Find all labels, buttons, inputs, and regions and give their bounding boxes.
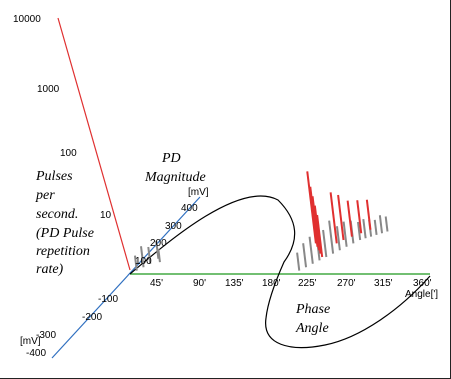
y-unit-bottom: [mV] — [20, 336, 41, 347]
y-axis-label-line-2: Magnitude — [144, 170, 206, 185]
x-axis-label-line-1: Phase — [295, 302, 330, 317]
pd-bar-s0-14 — [357, 221, 362, 241]
pd-bar-s0-11 — [335, 226, 341, 251]
pd-bar-s1-0 — [306, 171, 317, 244]
pd-bar-s1-4 — [316, 214, 324, 258]
pd-bar-s0-5 — [296, 252, 301, 271]
z-axis-label-line-5: repetition — [36, 244, 90, 259]
x-tick-225: 225' — [298, 278, 317, 289]
pd-bar-s1-5 — [329, 192, 338, 244]
z-axis-label-line-6: rate) — [36, 262, 64, 277]
pd-bar-s1-8 — [356, 200, 363, 234]
pd-bar-s1-2 — [311, 196, 321, 251]
y-tick-neg-100: -100 — [98, 294, 118, 305]
pd-bar-s1-3 — [313, 205, 322, 254]
y-unit-top: [mV] — [188, 187, 209, 198]
pd-bar-s0-17 — [373, 219, 378, 236]
pd-bars — [133, 171, 389, 271]
x-tick-270: 270' — [337, 278, 356, 289]
pd-bar-s0-18 — [378, 215, 384, 234]
pd-bar-s0-15 — [362, 218, 367, 239]
z-axis-label-line-3: second. — [36, 207, 78, 222]
pd-bar-s0-12 — [342, 221, 348, 247]
z-axis-label-line-4: (PD Pulse — [36, 226, 94, 241]
pd-bar-s0-6 — [302, 243, 308, 268]
pd-bar-s0-4 — [157, 248, 161, 263]
y-tick-neg-400: -400 — [26, 348, 46, 359]
z-axis-line — [57, 17, 131, 271]
y-axis-line — [51, 196, 201, 359]
x-tick-315: 315' — [374, 278, 393, 289]
x-tick-360: 360' — [413, 278, 432, 289]
x-tick-90: 90' — [193, 278, 206, 289]
z-tick-10000: 10000 — [13, 14, 41, 25]
z-axis-label-line-2: per — [35, 188, 55, 203]
pd-bar-s1-1 — [309, 186, 319, 247]
pd-bar-s0-1 — [140, 246, 145, 268]
x-tick-180: 180' — [262, 278, 281, 289]
y-tick-300: 300 — [165, 221, 182, 232]
pd-bar-s1-7 — [346, 200, 353, 237]
y-tick-400: 400 — [181, 203, 198, 214]
y-axis-label-line-1: PD — [161, 151, 181, 166]
y-tick-100: 100 — [135, 256, 152, 267]
pd-bar-s0-0 — [133, 255, 138, 271]
pd-bar-s0-2 — [147, 246, 152, 264]
z-tick-100: 100 — [60, 148, 77, 159]
pd-bar-s0-9 — [322, 229, 328, 258]
y-tick-neg-200: -200 — [82, 312, 102, 323]
x-tick-45: 45' — [150, 278, 163, 289]
pd-bar-s0-19 — [384, 216, 389, 232]
pd-bar-s1-9 — [365, 199, 372, 230]
x-unit: Angle['] — [405, 289, 438, 300]
envelope-curve — [129, 195, 431, 349]
z-axis-label-line-1: Pulses — [35, 169, 73, 184]
x-axis-label-line-2: Angle — [295, 321, 329, 336]
x-tick-135: 135' — [225, 278, 244, 289]
pd-bar-s0-7 — [308, 236, 314, 264]
y-tick-neg-300: -300 — [36, 330, 56, 341]
pd-bar-s0-3 — [155, 240, 160, 259]
y-tick-200: 200 — [150, 238, 167, 249]
pd-bar-s1-6 — [337, 194, 345, 241]
z-tick-10: 10 — [100, 210, 112, 221]
pd-bar-s0-10 — [328, 220, 335, 254]
z-tick-1000: 1000 — [37, 84, 60, 95]
